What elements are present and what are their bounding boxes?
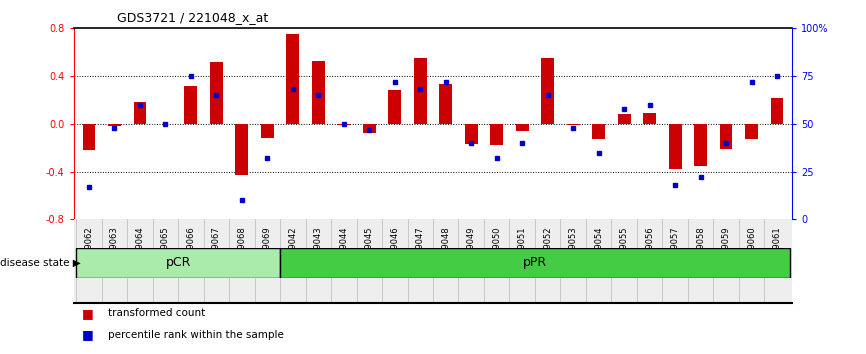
Bar (133, 102, 146, 124)
Text: GSM559069: GSM559069 (262, 226, 272, 277)
Bar (338, 124, 350, 125)
Text: GSM559042: GSM559042 (288, 226, 297, 276)
Text: GSM559068: GSM559068 (237, 226, 246, 277)
Text: GSM559051: GSM559051 (518, 226, 527, 276)
Text: GSM559050: GSM559050 (492, 226, 501, 276)
Bar (465, 124, 478, 144)
Bar (567, 124, 579, 125)
Bar (695, 124, 707, 166)
Bar (287, 34, 299, 124)
Text: GSM559057: GSM559057 (670, 226, 680, 277)
Bar (76, 248, 280, 278)
Bar (746, 124, 758, 139)
Text: GSM559053: GSM559053 (569, 226, 578, 277)
Text: pCR: pCR (165, 256, 191, 269)
Bar (210, 62, 223, 124)
Bar (363, 124, 376, 133)
Bar (184, 86, 197, 124)
Bar (771, 98, 784, 124)
Text: GSM559066: GSM559066 (186, 226, 196, 277)
Text: GSM559065: GSM559065 (161, 226, 170, 277)
Bar (617, 114, 630, 124)
Text: GSM559058: GSM559058 (696, 226, 705, 277)
Text: GSM559043: GSM559043 (313, 226, 323, 277)
Bar (490, 124, 503, 145)
Bar (280, 248, 790, 278)
Text: GSM559044: GSM559044 (339, 226, 348, 276)
Text: GSM559046: GSM559046 (391, 226, 399, 277)
Bar (592, 124, 605, 139)
Bar (236, 124, 249, 175)
Text: GSM559061: GSM559061 (772, 226, 782, 277)
Bar (414, 58, 427, 124)
Text: GSM559064: GSM559064 (135, 226, 145, 277)
Text: ■: ■ (82, 307, 94, 320)
Bar (669, 124, 682, 169)
Text: GSM559067: GSM559067 (212, 226, 221, 277)
Text: transformed count: transformed count (108, 308, 205, 318)
Text: GSM559049: GSM559049 (467, 226, 475, 276)
Bar (541, 58, 554, 124)
Text: GSM559059: GSM559059 (721, 226, 731, 276)
Text: GSM559055: GSM559055 (620, 226, 629, 276)
Text: GSM559062: GSM559062 (84, 226, 94, 277)
Text: GSM559063: GSM559063 (110, 226, 119, 277)
Text: percentile rank within the sample: percentile rank within the sample (108, 330, 284, 339)
Text: ■: ■ (82, 328, 94, 341)
Text: GSM559056: GSM559056 (645, 226, 654, 277)
Bar (312, 61, 325, 124)
Bar (388, 91, 401, 124)
Text: GSM559045: GSM559045 (365, 226, 374, 276)
Text: pPR: pPR (523, 256, 547, 269)
Bar (82, 124, 95, 150)
Text: GSM559054: GSM559054 (594, 226, 604, 276)
Text: disease state ▶: disease state ▶ (0, 258, 81, 268)
Bar (439, 85, 452, 124)
Text: GSM559060: GSM559060 (747, 226, 756, 277)
Bar (720, 124, 733, 149)
Text: GSM559052: GSM559052 (543, 226, 553, 276)
Text: GSM559048: GSM559048 (442, 226, 450, 277)
Bar (516, 124, 528, 131)
Text: GDS3721 / 221048_x_at: GDS3721 / 221048_x_at (117, 11, 268, 24)
Text: GSM559047: GSM559047 (416, 226, 424, 277)
Bar (643, 113, 656, 124)
Bar (108, 124, 120, 126)
Bar (261, 124, 274, 138)
